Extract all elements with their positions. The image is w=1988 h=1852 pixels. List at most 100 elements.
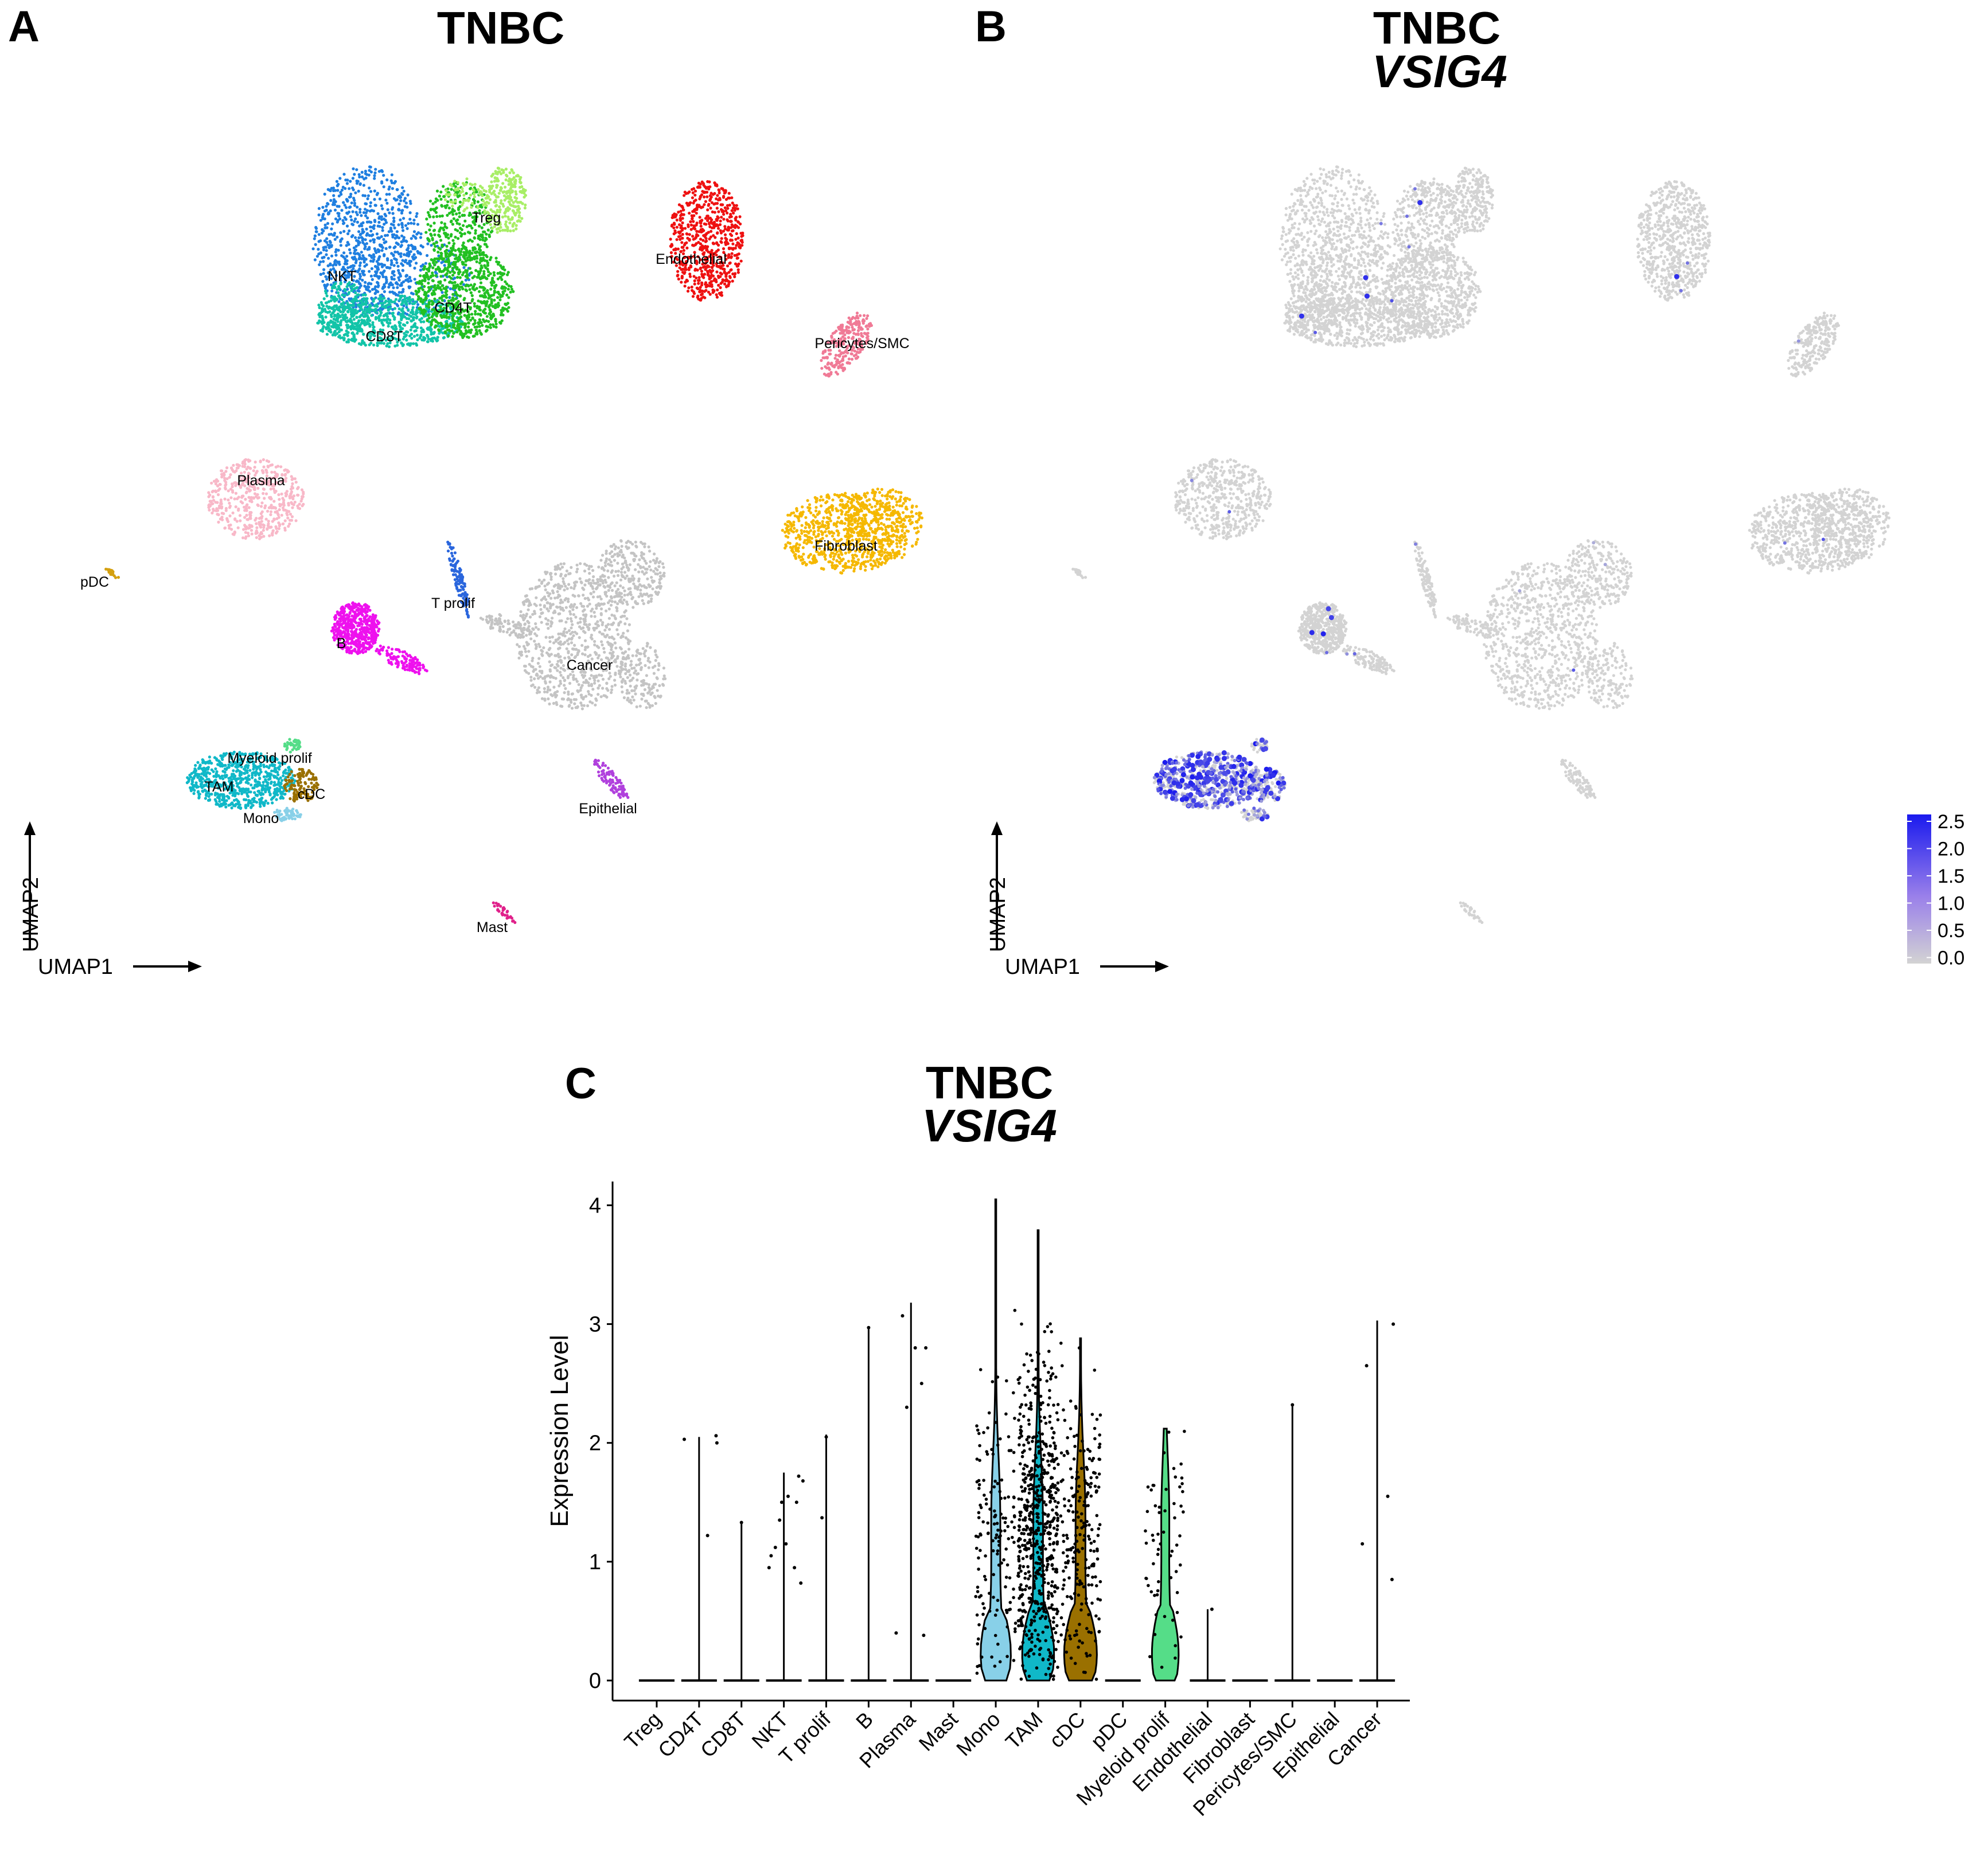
umap-a-point (374, 204, 377, 207)
umap-a-point (870, 505, 874, 509)
umap-a-point (802, 530, 806, 533)
umap-a-point (864, 325, 868, 328)
umap-a-point (473, 275, 476, 278)
umap-a-point (496, 263, 500, 266)
umap-a-point (407, 254, 411, 258)
umap-a-point (401, 209, 404, 212)
umap-a-point (464, 284, 467, 288)
umap-a-point (420, 279, 424, 282)
umap-a-point (510, 190, 514, 194)
umap-a-point (458, 215, 461, 219)
umap-a-point (494, 204, 498, 208)
umap-a-point (670, 224, 673, 228)
umap-a-point (364, 293, 367, 297)
umap-a-point (447, 241, 451, 245)
umap-a-point (358, 261, 362, 264)
umap-a-point (454, 254, 458, 257)
umap-a-point (709, 235, 712, 239)
umap-a-point (354, 261, 358, 264)
umap-a-point (427, 337, 430, 341)
umap-a-point (392, 274, 396, 277)
umap-a-point (463, 232, 466, 235)
umap-a-point (851, 563, 854, 567)
umap-a-point (222, 512, 225, 516)
umap-a-point (324, 315, 328, 319)
umap-a-point (509, 290, 512, 294)
umap-a-point (517, 214, 521, 217)
umap-a-point (680, 224, 683, 228)
umap-a-point (393, 226, 396, 229)
umap-a-point (341, 185, 345, 189)
umap-a-point (401, 193, 404, 196)
umap-a-point (504, 215, 507, 218)
umap-a-point (342, 173, 346, 176)
umap-a-point (462, 261, 465, 264)
umap-a-point (211, 511, 214, 515)
umap-a-point (348, 306, 352, 310)
umap-a-point (342, 229, 346, 233)
umap-a-point (235, 469, 238, 473)
umap-a-point (680, 228, 684, 232)
umap-a-point (402, 290, 405, 293)
umap-a-point (479, 281, 483, 284)
umap-a-point (384, 299, 388, 303)
umap-a-point (403, 332, 406, 336)
umap-a-point (229, 496, 233, 500)
umap-a-point (672, 232, 676, 236)
umap-a-point (697, 181, 700, 185)
umap-a-point (447, 236, 450, 240)
umap-a-point (395, 261, 399, 264)
umap-a-point (333, 286, 337, 289)
umap-a-point (396, 251, 399, 254)
umap-a-point (453, 180, 457, 183)
umap-a-point (442, 336, 446, 340)
umap-a-point (394, 258, 397, 261)
umap-a-point (496, 296, 500, 299)
umap-a-point (504, 167, 508, 171)
umap-a-point (381, 305, 384, 309)
umap-a-point (223, 477, 227, 480)
umap-a-point (712, 221, 716, 225)
umap-a-point (435, 241, 439, 244)
umap-a-point (447, 328, 451, 332)
umap-a-point (211, 496, 215, 499)
umap-a-point (345, 206, 348, 209)
umap-a-point (404, 275, 408, 278)
umap-a-point (438, 194, 442, 198)
umap-a-point (322, 255, 326, 259)
umap-a-point (698, 216, 701, 219)
umap-a-point (293, 477, 297, 481)
umap-a-point (485, 232, 488, 236)
umap-a-point (376, 341, 379, 345)
umap-a-point (726, 206, 730, 210)
umap-a-point (417, 287, 420, 290)
umap-a-point (501, 202, 505, 206)
umap-a-point (710, 229, 713, 233)
umap-a-point (389, 281, 392, 284)
umap-a-point (452, 332, 455, 335)
umap-a-point (475, 254, 478, 258)
umap-a-point (346, 340, 350, 344)
umap-a-point (478, 329, 481, 332)
umap-a-point (857, 326, 860, 329)
umap-a-point (451, 204, 454, 208)
umap-a-point (485, 315, 489, 318)
umap-a-point (509, 203, 512, 206)
umap-a-point (388, 303, 392, 306)
umap-a-point (474, 251, 478, 255)
umap-a-point (293, 500, 297, 504)
umap-a-point (419, 320, 423, 323)
umap-a-point (380, 180, 384, 184)
umap-a-point (278, 498, 281, 501)
umap-a-point (384, 305, 387, 308)
umap-a-point (346, 266, 350, 270)
umap-a-point (512, 290, 515, 293)
umap-a-point (373, 247, 376, 251)
umap-a-point (696, 295, 699, 299)
umap-a-point (403, 335, 406, 338)
umap-a-point (386, 258, 389, 262)
umap-a-point (353, 275, 356, 278)
umap-a-point (482, 270, 486, 273)
umap-a-point (403, 297, 407, 301)
